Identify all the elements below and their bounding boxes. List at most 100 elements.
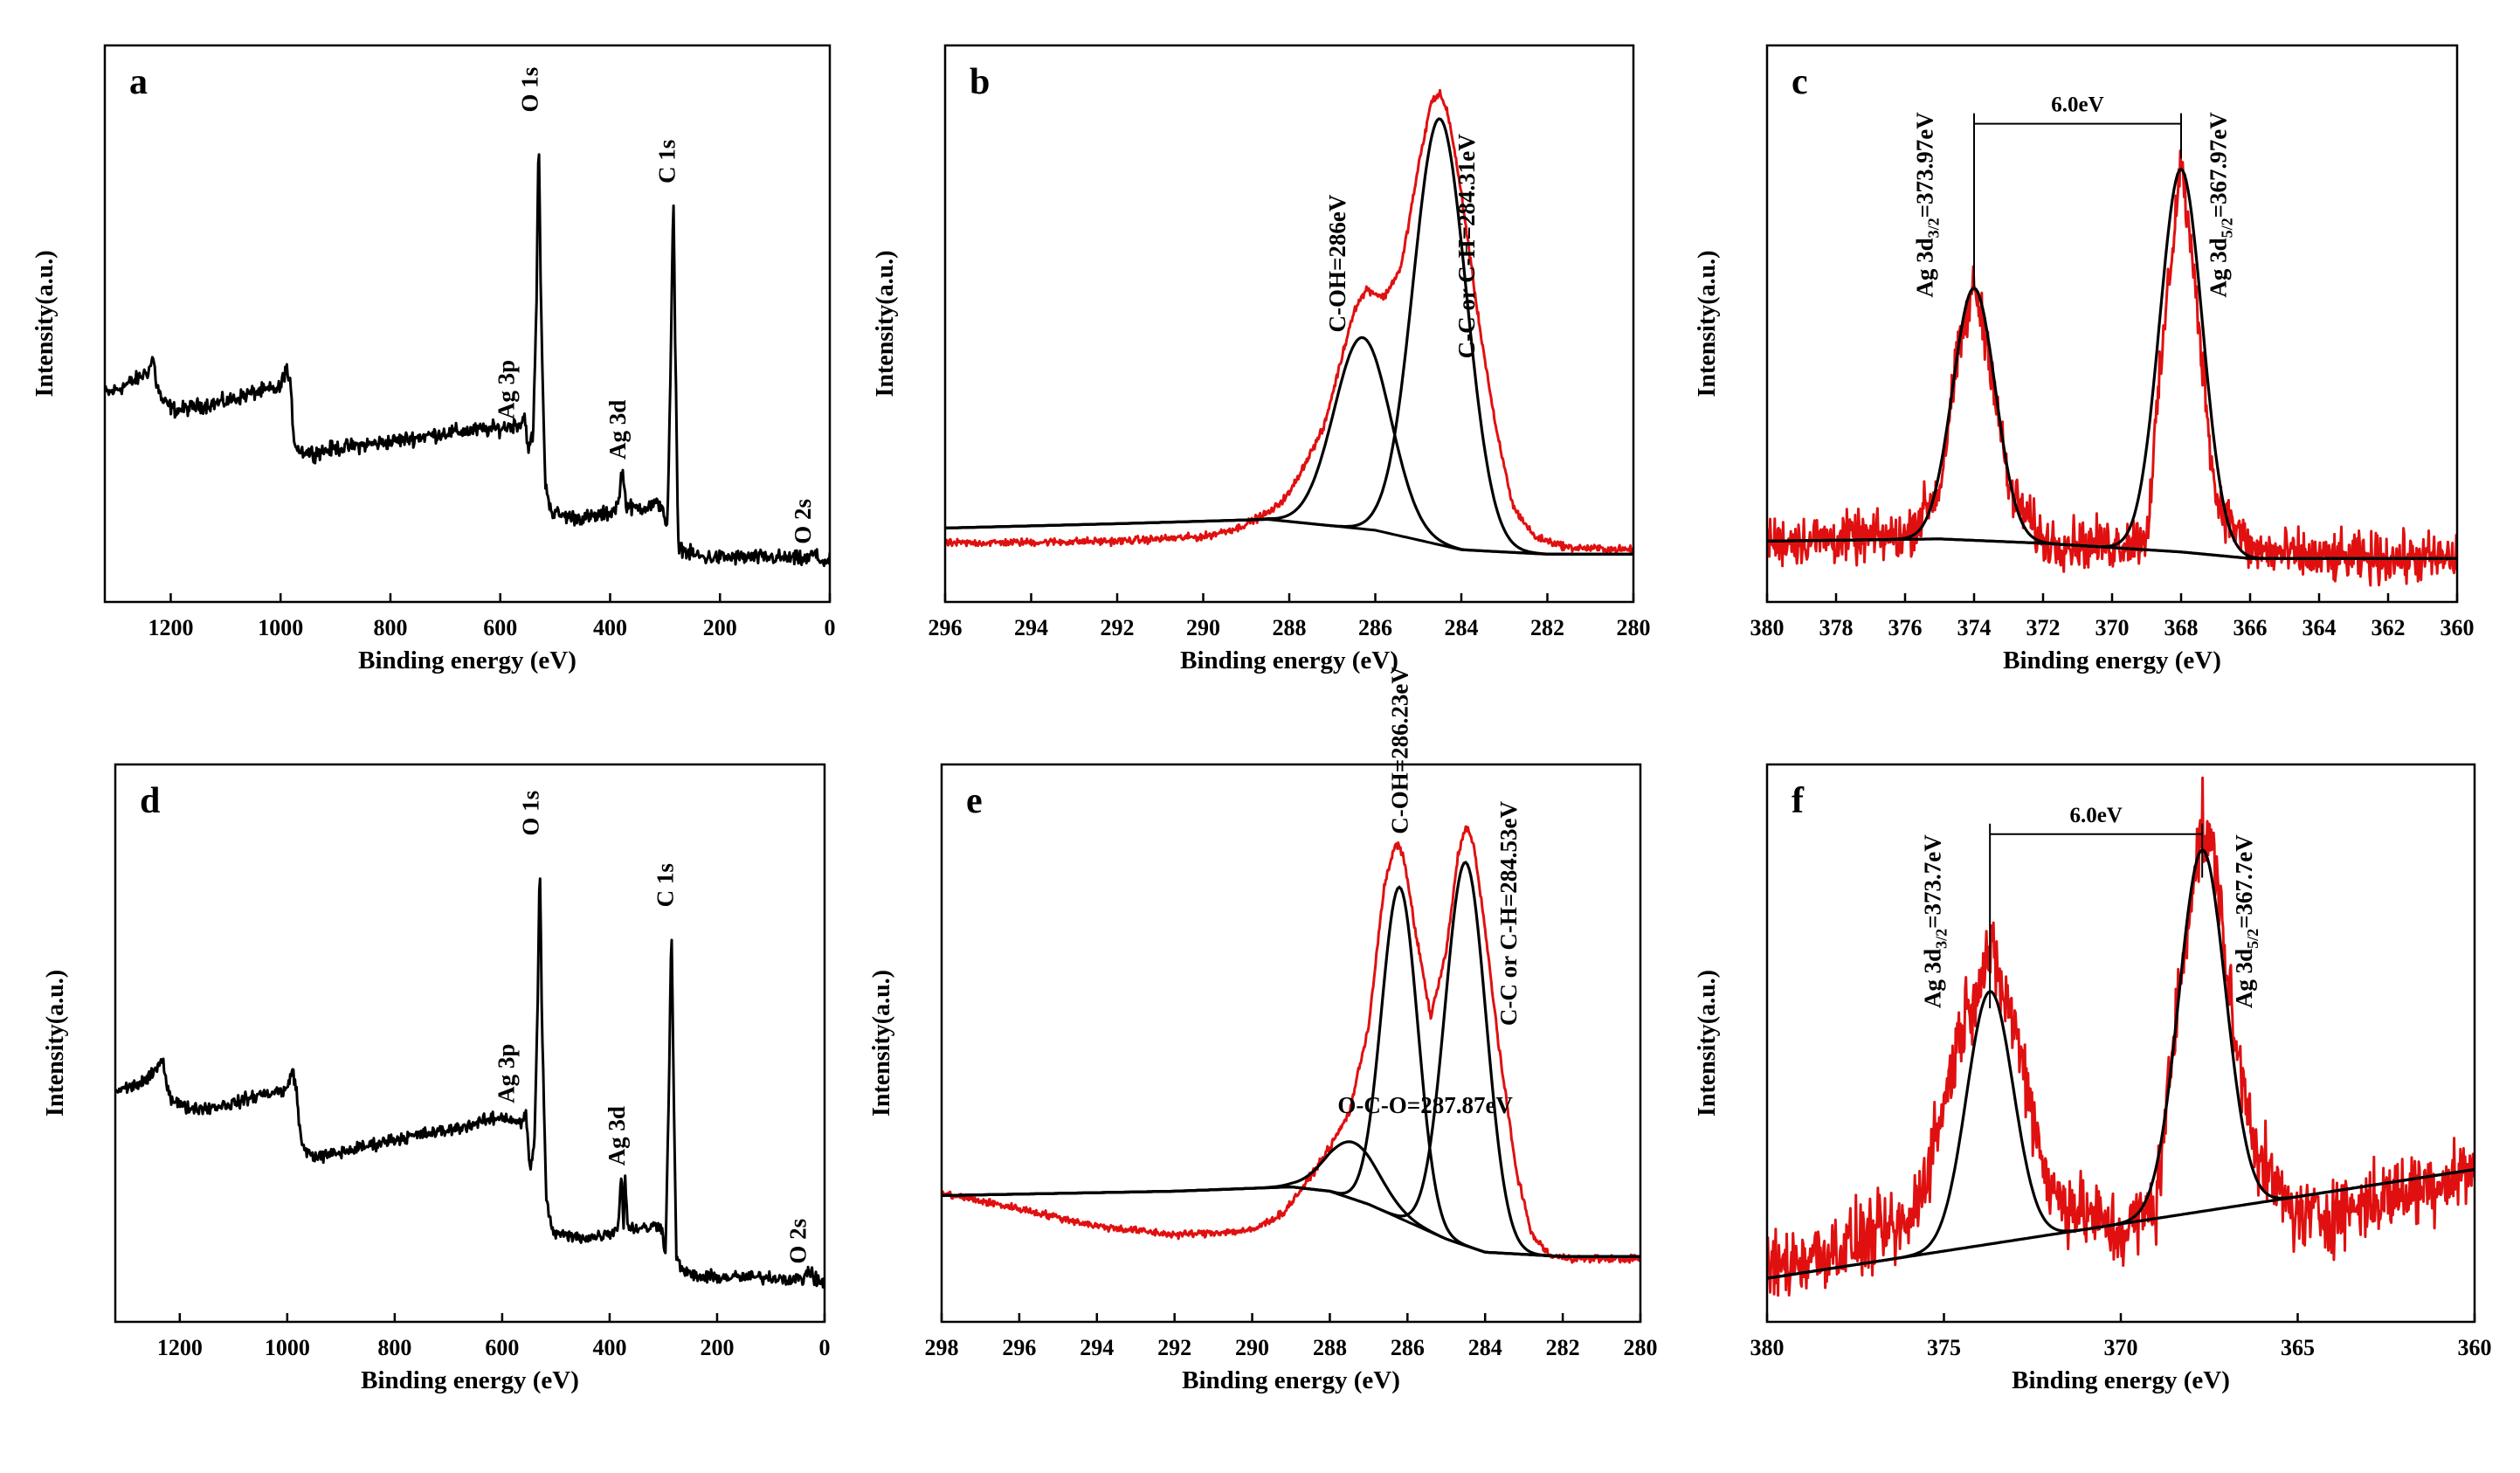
fit-peak-1: [1767, 287, 2457, 560]
x-tick-label: 368: [2164, 615, 2199, 640]
fit-peak-2: [945, 117, 1633, 556]
spacing-label: 6.0eV: [2051, 93, 2103, 117]
peak-annotation: Ag 3d: [604, 400, 631, 460]
x-axis-label: Binding energy (eV): [1182, 1366, 1400, 1394]
annotation-value: =367.97eV: [2205, 112, 2231, 218]
x-tick-label: 280: [1617, 615, 1651, 640]
annotation-subscript: 3/2: [1925, 218, 1943, 238]
x-axis-label: Binding energy (eV): [2012, 1366, 2230, 1394]
x-tick-label: 200: [703, 615, 737, 640]
x-tick-label: 284: [1445, 615, 1479, 640]
peak-annotation: C 1s: [654, 140, 680, 183]
x-tick-label: 600: [485, 1335, 519, 1360]
peak-annotation: Ag 3p: [493, 360, 519, 419]
x-tick-label: 380: [1750, 1335, 1785, 1360]
annotation-label: Ag 3d: [1919, 949, 1945, 1008]
annotation-value: =367.7eV: [2231, 834, 2257, 929]
x-tick-label: 372: [2026, 615, 2061, 640]
peak-annotation: Ag 3d3/2=373.97eV: [1912, 112, 1943, 298]
plot-frame: [940, 763, 1642, 1324]
x-tick-label: 286: [1358, 615, 1392, 640]
x-axis-label: Binding energy (eV): [358, 647, 576, 674]
plot-area: [115, 877, 825, 1289]
x-tick-label: 296: [929, 615, 963, 640]
fit-peak-2: [1767, 847, 2475, 1280]
peak-annotation: Ag 3p: [493, 1044, 519, 1103]
x-tick-label: 1200: [157, 1335, 203, 1360]
x-axis-label: Binding energy (eV): [1180, 647, 1398, 674]
x-axis-label: Binding energy (eV): [361, 1366, 579, 1394]
panel-f: 380 375 370 365 360 Binding energy (eV) Intens…: [1694, 763, 2492, 1394]
peak-spacing-marker: 6.0eV: [1973, 93, 2182, 289]
x-tick-label: 200: [700, 1335, 734, 1360]
x-tick-label: 280: [1624, 1335, 1658, 1360]
annotation-subscript: 5/2: [2244, 929, 2261, 949]
x-tick-label: 800: [373, 615, 407, 640]
panel-label: c: [1792, 62, 1808, 102]
annotation-label: Ag 3d: [1912, 238, 1938, 297]
y-axis-label: Intensity(a.u.): [1694, 970, 1721, 1117]
x-tick-label: 290: [1235, 1335, 1269, 1360]
peak-annotation: C-OH=286.23eV: [1386, 667, 1412, 834]
annotation-value: =373.7eV: [1919, 834, 1945, 929]
peak-annotation: Ag 3d: [604, 1106, 630, 1165]
x-tick-label: 1200: [148, 615, 193, 640]
peak-annotation: O 1s: [516, 67, 542, 113]
x-tick-label: 370: [2095, 615, 2130, 640]
panel-label: a: [129, 62, 148, 102]
panel-label: b: [970, 62, 990, 102]
x-tick-label: 378: [1819, 615, 1854, 640]
annotation-subscript: 5/2: [2218, 218, 2235, 238]
panel-c: 380 378 376 374 372 370 368 366 364 362 360 Binding…: [1694, 44, 2475, 674]
x-tick-label: 292: [1101, 615, 1135, 640]
x-tick-label: 294: [1014, 615, 1048, 640]
raw-spectrum-line: [1767, 776, 2475, 1297]
plot-frame: [1765, 44, 2459, 604]
x-tick-label: 298: [925, 1335, 959, 1360]
x-axis-label: Binding energy (eV): [2003, 647, 2221, 674]
peak-annotation: Ag 3d3/2=373.7eV: [1919, 834, 1950, 1008]
x-tick-label: 296: [1002, 1335, 1036, 1360]
peak-annotation: C-C or C-H=284.53eV: [1495, 800, 1522, 1026]
x-tick-label: 365: [2281, 1335, 2315, 1360]
fit-peak-2: [942, 885, 1640, 1258]
x-tick-label: 294: [1080, 1335, 1114, 1360]
x-tick-label: 1000: [265, 1335, 310, 1360]
panel-label: e: [966, 781, 983, 821]
y-axis-label: Intensity(a.u.): [1694, 250, 1721, 397]
fit-peak-2: [1767, 167, 2457, 560]
panel-label: f: [1792, 781, 1805, 821]
plot-frame: [943, 44, 1635, 604]
x-tick-label: 1000: [258, 615, 303, 640]
peak-spacing-marker: 6.0eV: [1989, 804, 2204, 1009]
panel-d: 1200 1000 800 600 400 200 0 Binding energy (eV)…: [42, 763, 831, 1394]
peak-annotation: Ag 3d5/2=367.7eV: [2231, 834, 2261, 1008]
x-tick-label: 282: [1546, 1335, 1580, 1360]
survey-spectrum-line: [115, 877, 825, 1289]
x-tick-label: 288: [1313, 1335, 1347, 1360]
panel-label: d: [140, 781, 160, 821]
panel-a: 1200 1000 800 600 400 200 0 Binding energy (eV)…: [31, 44, 836, 674]
annotation-subscript: 3/2: [1932, 929, 1950, 949]
peak-annotation: O 2s: [790, 499, 816, 544]
y-axis-label: Intensity(a.u.): [42, 970, 69, 1117]
x-tick-label: 364: [2303, 615, 2337, 640]
peak-annotation: C-OH=286eV: [1324, 194, 1350, 332]
x-tick-label: 284: [1468, 1335, 1502, 1360]
x-tick-label: 380: [1750, 615, 1785, 640]
raw-spectrum-line: [945, 88, 1633, 555]
y-axis-label: Intensity(a.u.): [872, 250, 899, 397]
x-tick-label: 292: [1157, 1335, 1191, 1360]
panel-e: 298 296 294 292 290 288 286 284 282 280 Binding en…: [868, 667, 1658, 1394]
raw-spectrum-line: [942, 825, 1640, 1264]
x-tick-label: 362: [2372, 615, 2406, 640]
x-tick-label: 366: [2233, 615, 2268, 640]
peak-annotation: O-C-O=287.87eV: [1337, 1092, 1513, 1118]
x-tick-label: 360: [2441, 615, 2475, 640]
plot-area: [942, 825, 1640, 1264]
raw-spectrum-line: [1767, 149, 2457, 587]
annotation-label: Ag 3d: [2205, 238, 2231, 297]
survey-spectrum-line: [105, 153, 830, 568]
x-tick-label: 288: [1273, 615, 1307, 640]
annotation-label: Ag 3d: [2231, 949, 2257, 1008]
